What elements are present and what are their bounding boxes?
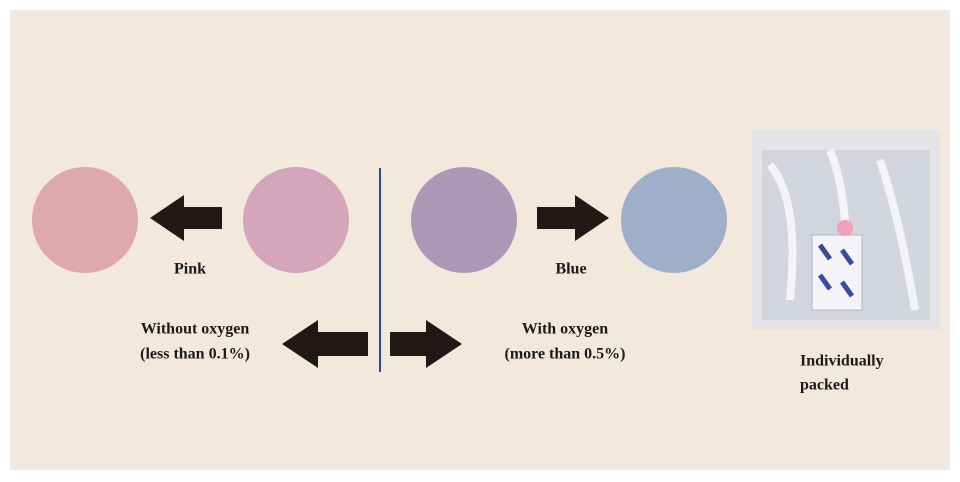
with-oxygen-detail: (more than 0.5%) <box>504 346 625 363</box>
sachet-print <box>817 243 855 298</box>
arrow-right-large <box>390 320 462 368</box>
arrow-left <box>150 195 222 241</box>
sachet <box>811 234 863 311</box>
arrow-left-large <box>282 320 368 368</box>
circle-purple <box>411 167 517 273</box>
circle-deep-pink <box>32 167 138 273</box>
label-pink: Pink <box>174 261 206 278</box>
without-oxygen-title: Without oxygen <box>141 321 250 338</box>
arrow-right <box>537 195 609 241</box>
with-oxygen-title: With oxygen <box>522 321 608 338</box>
indicator <box>837 220 853 236</box>
without-oxygen-detail: (less than 0.1%) <box>140 346 250 363</box>
circle-blue <box>621 167 727 273</box>
circle-pink <box>243 167 349 273</box>
package-caption: packed <box>800 377 849 394</box>
label-blue: Blue <box>555 261 586 278</box>
package-caption: Individually <box>800 353 884 370</box>
package-image <box>752 130 940 330</box>
